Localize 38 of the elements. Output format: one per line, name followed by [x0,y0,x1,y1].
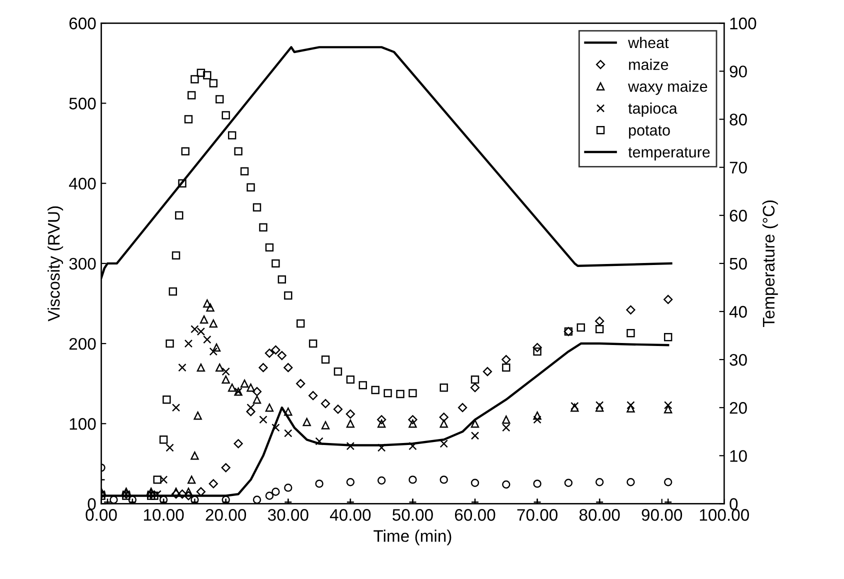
x-tick-label: 80.00 [579,509,620,521]
y-tick-label: 200 [69,338,96,350]
y2-tick-label: 100 [730,18,756,30]
x-tick-label: 50.00 [392,509,433,521]
x-tick-label: 90.00 [642,509,682,521]
y2-tick-label: 0 [730,498,738,510]
y2-axis-title: Temperature (°C) [762,200,778,328]
x-tick-label: 20.00 [206,509,246,521]
x-tick-label: 30.00 [268,509,308,521]
legend-label: waxy maize [628,80,708,95]
y2-tick-label: 10 [730,450,747,462]
y-tick-label: 0 [88,498,96,510]
y2-tick-label: 70 [730,162,747,174]
x-tick-label: 100.00 [700,509,749,521]
y2-tick-label: 90 [730,66,747,78]
y2-tick-label: 30 [730,354,747,366]
legend-label: wheat [628,36,669,48]
y2-tick-label: 80 [730,114,747,126]
x-tick-label: 40.00 [330,509,371,521]
y2-tick-label: 60 [730,210,747,222]
x-tick-label: 70.00 [517,509,558,521]
legend-label: temperature [628,148,710,161]
x-axis-title: Time (min) [374,530,452,546]
x-tick-label: 60.00 [455,509,496,521]
y-tick-label: 500 [69,98,96,110]
y-tick-label: 400 [68,178,96,190]
legend-label: maize [629,58,668,70]
y2-tick-label: 40 [729,306,747,318]
y2-tick-label: 20 [730,402,747,414]
y-tick-label: 100 [70,418,96,430]
y-axis-title: Viscosity (RVU) [48,206,64,322]
y-tick-label: 300 [69,258,96,270]
x-tick-label: 0.00 [86,509,117,521]
legend-label: tapioca [628,102,678,117]
y-tick-label: 600 [69,18,96,30]
legend-label: potato [629,126,670,139]
x-tick-label: 10.00 [144,509,184,521]
y2-tick-label: 50 [730,258,747,270]
